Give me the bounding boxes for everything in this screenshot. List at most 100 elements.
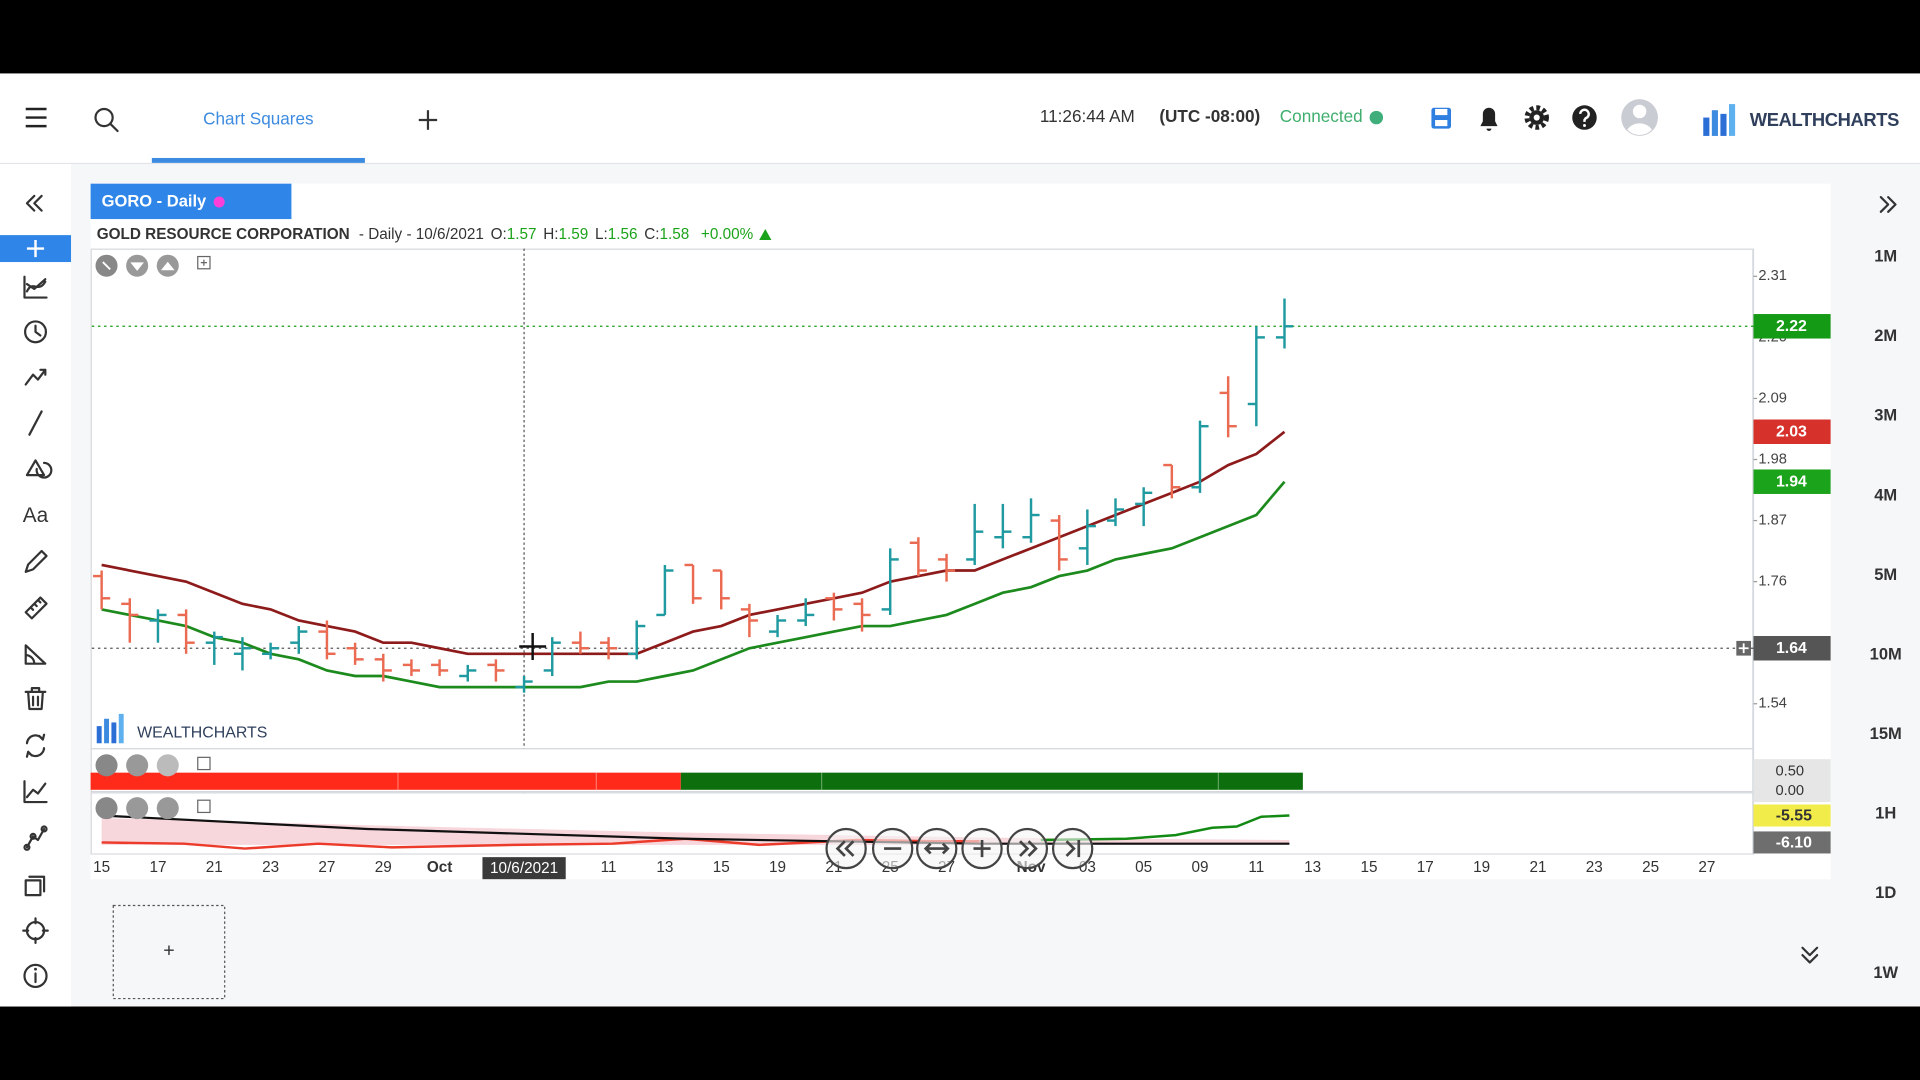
pattern-node	[23, 843, 31, 851]
pane-controls	[95, 797, 211, 820]
x-tick-label: 27	[318, 859, 335, 876]
pane-button[interactable]	[126, 754, 149, 777]
x-tick-label: 09	[1191, 859, 1208, 876]
pane-maximize[interactable]	[197, 255, 211, 270]
chart-tab[interactable]	[90, 183, 292, 220]
tool-pencil[interactable]	[24, 549, 48, 573]
x-tick-label: Oct	[427, 859, 453, 876]
timeframe-option[interactable]: 1D	[1875, 883, 1896, 902]
x-tick-label: 11	[601, 859, 617, 876]
tool-indicators[interactable]	[23, 275, 48, 299]
timeframe-option[interactable]: 1W	[1873, 963, 1898, 982]
x-tick-label: 29	[375, 859, 392, 876]
high-value: 1.59	[559, 226, 589, 243]
timeframe-option[interactable]: 1M	[1874, 247, 1897, 266]
tool-refresh[interactable]	[25, 733, 46, 758]
tool-line[interactable]	[28, 410, 43, 436]
tab-label[interactable]: Chart Squares	[203, 109, 313, 129]
menu-button[interactable]	[25, 107, 47, 128]
pattern-node	[40, 825, 48, 833]
save-button[interactable]	[1431, 107, 1452, 129]
tool-ruler[interactable]	[24, 596, 48, 620]
pane-button[interactable]	[156, 797, 179, 820]
notifications-button[interactable]	[1480, 107, 1498, 132]
clock-hands	[34, 324, 42, 337]
moving-average	[101, 480, 1286, 689]
add-chart-label: +	[163, 940, 174, 962]
tool-info[interactable]	[23, 963, 48, 989]
time-axis	[90, 854, 1831, 880]
help-button[interactable]	[1572, 105, 1597, 130]
timeframe-option[interactable]: 10M	[1870, 644, 1902, 663]
low-label: L:	[595, 226, 608, 243]
tool-target[interactable]	[22, 917, 49, 944]
avatar-body	[1627, 123, 1652, 135]
tab-underline	[151, 157, 365, 163]
pane-value-bg	[1753, 831, 1831, 854]
tool-measure[interactable]	[24, 644, 47, 665]
timeframe-option[interactable]: 3M	[1874, 406, 1897, 425]
account-button[interactable]	[1621, 99, 1658, 136]
x-tick-label: 23	[262, 859, 279, 876]
tool-shapes[interactable]	[25, 459, 53, 479]
pane-maximize[interactable]	[197, 799, 211, 814]
timeframe-option[interactable]: 15M	[1870, 724, 1902, 743]
change: +0.00%	[701, 226, 754, 243]
x-tick-label: 23	[1586, 859, 1603, 876]
pane-button[interactable]	[156, 754, 179, 777]
tool-timeframe[interactable]	[24, 320, 48, 344]
tool-patterns[interactable]	[23, 825, 48, 851]
tool-layers[interactable]	[24, 875, 46, 897]
timeframe-option[interactable]: 4M	[1874, 485, 1897, 504]
pane-button[interactable]	[126, 797, 149, 820]
timeframe-option[interactable]: 5M	[1874, 565, 1897, 584]
pane-button[interactable]	[95, 754, 118, 777]
timeframe-option[interactable]: 1H	[1875, 804, 1896, 823]
brand-logo: WEALTHCHARTS	[1703, 104, 1900, 136]
tool-text[interactable]: Aa	[23, 504, 49, 527]
price-label-bg	[1753, 636, 1831, 661]
clock-icon	[24, 320, 48, 344]
x-tick-label: 11	[1248, 859, 1264, 876]
search-button[interactable]	[94, 107, 119, 133]
logo-bar	[1728, 104, 1736, 136]
y-tick-label: 1.87	[1758, 512, 1787, 528]
price-label: 1.64	[1776, 640, 1807, 657]
timezone[interactable]: (UTC -08:00)	[1159, 106, 1260, 126]
chart-navigation	[825, 827, 1094, 870]
letterbox-bottom	[0, 1006, 1920, 1080]
x-tick-label: 17	[1417, 859, 1434, 876]
expand-right[interactable]	[1879, 196, 1897, 213]
connection-status: Connected	[1280, 106, 1363, 126]
x-tick-label: 25	[1642, 859, 1659, 876]
search-icon	[94, 107, 114, 128]
add-chart-box[interactable]	[112, 904, 226, 1000]
indicator-axis: -5.55 -6.10	[1753, 804, 1831, 854]
pane-button[interactable]	[95, 797, 118, 820]
pattern-node	[29, 832, 37, 840]
header	[0, 73, 1920, 163]
scroll-down[interactable]	[1801, 946, 1819, 964]
timeframe-option[interactable]: 2M	[1874, 326, 1897, 345]
y-tick-label: 2.09	[1758, 390, 1787, 406]
cursor	[519, 633, 547, 660]
x-tick-label: 13	[656, 859, 673, 876]
quote-info: GOLD RESOURCE CORPORATION - Daily - 10/6…	[97, 226, 754, 243]
tool-compare[interactable]	[23, 780, 48, 804]
tool-trend[interactable]	[24, 368, 47, 386]
x-tick-label: 15	[93, 859, 110, 876]
pane-maximize[interactable]	[197, 756, 211, 771]
brand-name: WEALTHCHARTS	[1750, 109, 1899, 130]
tool-crosshair[interactable]	[26, 240, 45, 258]
main-plot	[90, 248, 1754, 750]
add-tab-button[interactable]	[418, 110, 438, 130]
add-alert-glyph	[1738, 643, 1749, 654]
tool-delete[interactable]	[24, 687, 47, 711]
logo-bar	[1703, 117, 1710, 136]
symbol-name: GOLD RESOURCE CORPORATION	[97, 226, 350, 243]
timeframe-list: 1M 2M 3M 4M 5M 10M 15M 1H 1D 1W	[1870, 247, 1902, 982]
settings-button[interactable]	[1524, 105, 1549, 130]
collapse-toolbar[interactable]	[25, 194, 43, 212]
watermark: WEALTHCHARTS	[96, 713, 267, 744]
